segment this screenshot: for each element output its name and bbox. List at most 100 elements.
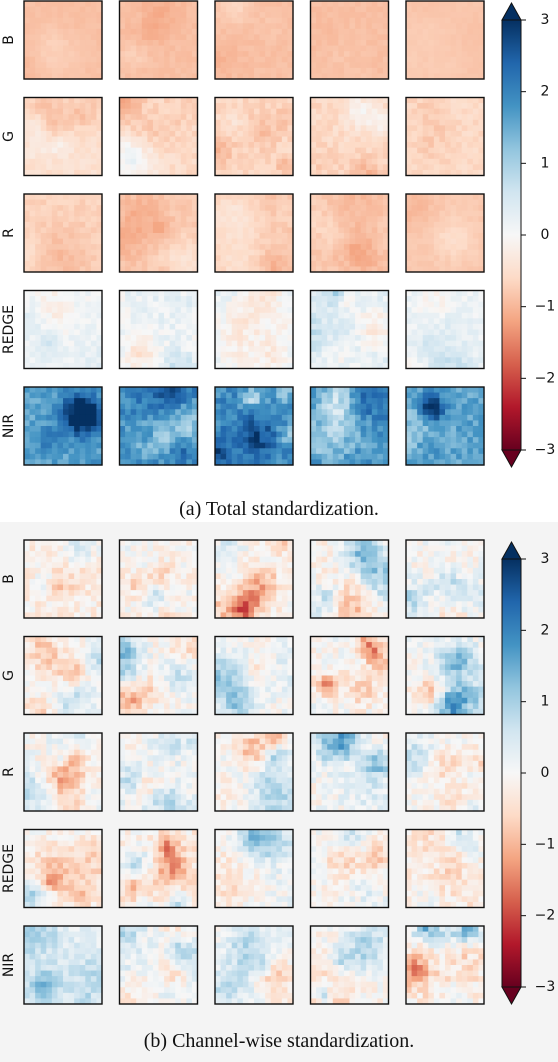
heat-cell [461, 362, 468, 370]
heat-cell [119, 453, 126, 461]
heat-cell [180, 136, 187, 143]
heat-cell [343, 108, 351, 115]
heat-cell [371, 323, 378, 331]
heat-cell [472, 40, 480, 47]
heat-cell [343, 437, 351, 444]
heat-cell [276, 426, 283, 433]
heat-cell [191, 362, 199, 370]
heat-cell [125, 312, 132, 319]
heat-cell [242, 307, 250, 314]
heat-cell [152, 142, 160, 149]
heat-cell [467, 147, 474, 154]
heat-cell [287, 51, 294, 58]
heat-cell [186, 114, 193, 121]
heat-cell [349, 244, 356, 251]
heat-cell [349, 307, 356, 314]
heat-cell [68, 312, 75, 319]
heat-cell [360, 125, 367, 132]
heat-cell [316, 210, 323, 217]
heat-cell [147, 17, 154, 24]
heat-cell [281, 34, 289, 41]
heat-cell [377, 164, 384, 171]
heat-cell [321, 210, 328, 217]
heat-cell [57, 233, 64, 240]
heat-cell [472, 147, 480, 154]
heat-cell [411, 420, 418, 427]
heat-cell [445, 67, 452, 75]
heat-cell [445, 23, 452, 30]
heat-cell [377, 442, 384, 449]
heat-cell [310, 335, 317, 342]
heat-cell [46, 453, 53, 461]
heat-cell [90, 125, 98, 132]
heat-cell [186, 392, 193, 399]
row-label-b: B [1, 35, 17, 45]
heat-cell [237, 340, 244, 347]
heat-cell [254, 260, 261, 268]
heat-cell [231, 147, 238, 154]
heat-cell [259, 199, 266, 206]
heat-cell [270, 307, 277, 314]
heat-cell [191, 357, 199, 364]
heat-cell [349, 158, 356, 165]
heat-cell [85, 403, 92, 410]
heat-cell [270, 351, 277, 358]
heat-cell [316, 56, 323, 63]
heat-cell [456, 147, 463, 154]
heat-cell [141, 23, 148, 30]
heat-cell [74, 125, 81, 132]
heat-cell [321, 244, 328, 251]
heat-cell [467, 414, 474, 422]
heat-cell [237, 216, 244, 223]
heat-cell [152, 387, 160, 394]
heat-cell [327, 62, 334, 69]
heat-cell [349, 153, 356, 160]
heat-cell [63, 28, 70, 36]
heat-cell [422, 357, 429, 364]
heat-cell [276, 351, 283, 358]
heat-cell [169, 448, 176, 455]
heat-cell [287, 392, 294, 399]
heat-cell [338, 108, 345, 115]
heat-cell [472, 357, 480, 364]
heat-cell [242, 205, 250, 212]
heat-cell [147, 323, 154, 331]
heat-cell [136, 199, 143, 206]
heat-cell [366, 403, 373, 410]
heat-cell [366, 362, 373, 370]
heat-cell [237, 392, 244, 399]
heat-cell [472, 164, 480, 171]
heat-cell [231, 221, 238, 229]
heat-cell [332, 238, 339, 245]
heat-cell [310, 194, 317, 201]
heat-cell [478, 329, 485, 336]
heat-cell [231, 431, 238, 438]
heat-cell [220, 340, 227, 347]
heat-cell [169, 56, 176, 63]
heat-cell [287, 357, 294, 364]
heat-cell [276, 448, 283, 455]
heat-cell [51, 398, 59, 405]
heat-cell [125, 108, 132, 115]
heat-cell [332, 301, 339, 308]
heat-cell [68, 17, 75, 24]
heat-cell [332, 426, 339, 433]
heat-cell [158, 318, 165, 325]
heat-cell [360, 307, 367, 314]
heat-cell [136, 340, 143, 347]
heat-cell [411, 442, 418, 449]
heat-cell [382, 56, 390, 63]
heat-cell [96, 420, 103, 427]
heat-cell [96, 453, 103, 461]
heat-cell [254, 125, 261, 132]
heat-cell [450, 6, 457, 13]
heat-cell [450, 119, 457, 126]
heat-cell [79, 290, 86, 297]
heat-cell [270, 28, 277, 36]
heat-cell [332, 23, 339, 30]
heat-cell [411, 362, 418, 370]
heat-cell [349, 23, 356, 30]
heat-cell [35, 221, 42, 229]
heat-cell [310, 340, 317, 347]
heat-cell [254, 437, 261, 444]
